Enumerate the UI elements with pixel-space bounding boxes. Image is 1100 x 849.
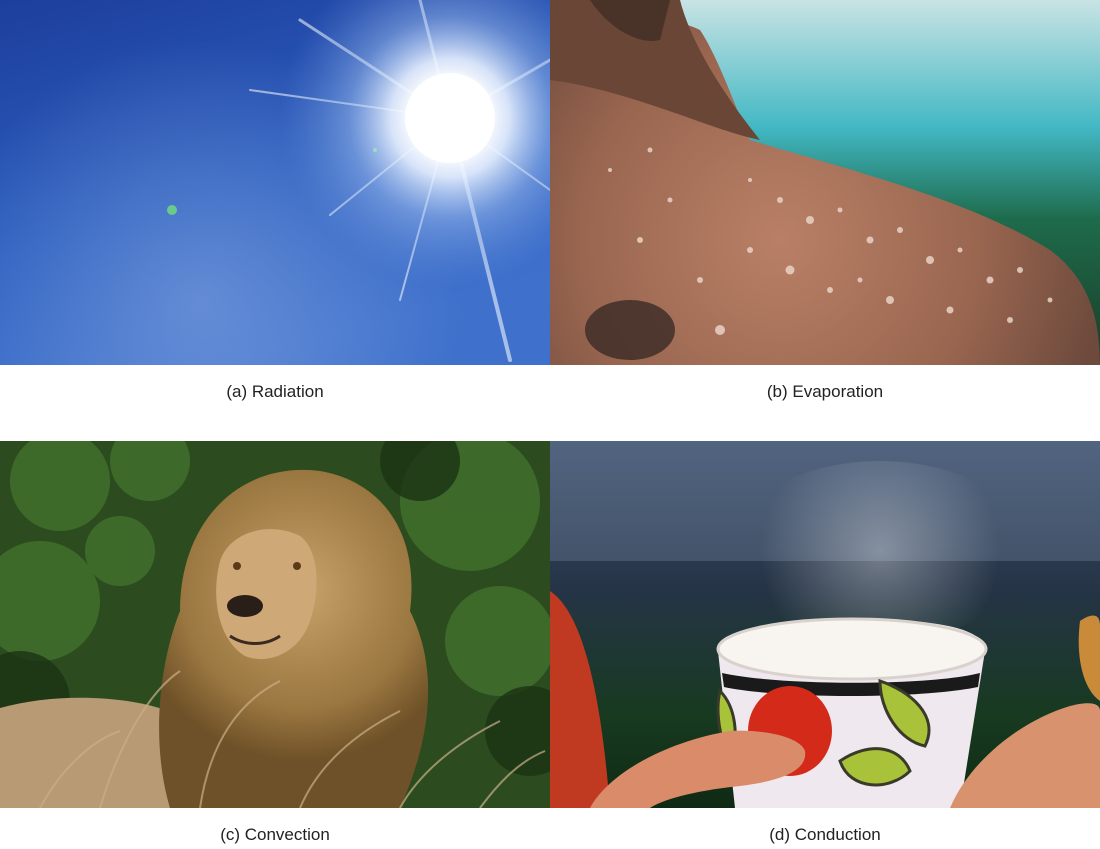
sweat-droplets: [608, 147, 1053, 335]
caption-evaporation: (b) Evaporation: [766, 382, 884, 401]
photo-radiation: [0, 0, 550, 365]
hot-cup-image: [550, 441, 1100, 808]
caption-radiation: (a) Radiation: [226, 382, 324, 401]
photo-evaporation: [550, 0, 1100, 365]
photo-convection: [0, 441, 550, 808]
sun-sky-image: [0, 0, 550, 365]
lion-image: [0, 441, 550, 808]
photo-conduction: [550, 441, 1100, 808]
caption-conduction: (d) Conduction: [769, 825, 881, 844]
sweaty-shoulder-image: [550, 0, 1100, 365]
caption-convection: (c) Convection: [220, 825, 330, 844]
